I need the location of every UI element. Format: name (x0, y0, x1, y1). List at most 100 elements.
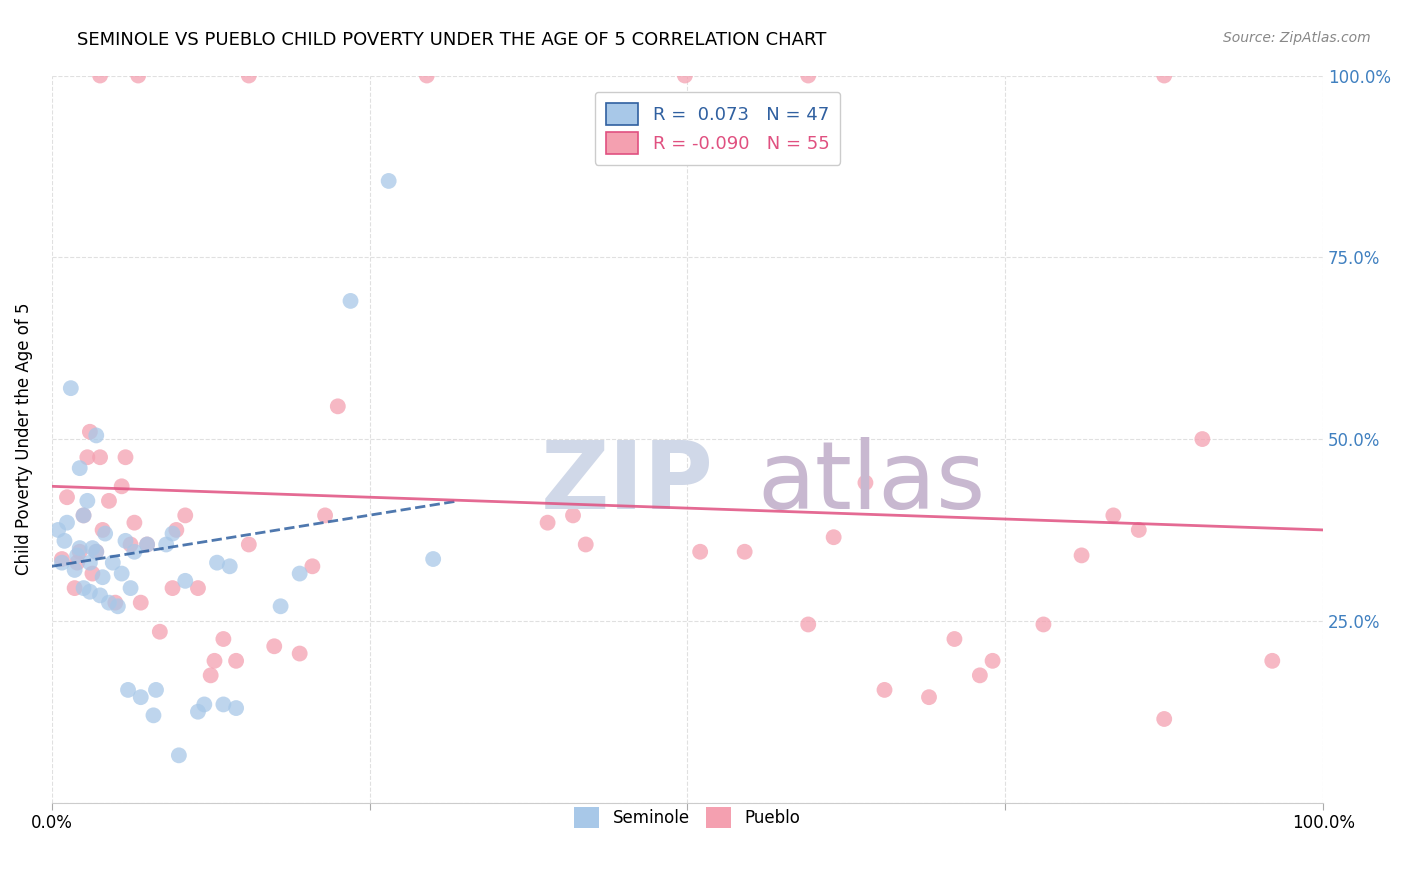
Text: atlas: atlas (758, 437, 986, 529)
Point (76, 450, 98, 465)
Point (129, 690, 152, 705)
Point (1070, 549, 1092, 563)
Point (225, 701, 247, 715)
Point (1191, 432, 1213, 446)
Point (111, 479, 134, 493)
Point (797, 69, 820, 83)
Point (69, 545, 91, 559)
Point (72, 581, 94, 595)
Point (155, 537, 177, 551)
Point (200, 668, 222, 682)
Point (124, 545, 146, 559)
Point (46, 523, 69, 537)
Point (536, 516, 558, 530)
Point (129, 596, 152, 610)
Text: Source: ZipAtlas.com: Source: ZipAtlas.com (1223, 31, 1371, 45)
Point (263, 640, 285, 654)
Point (218, 559, 240, 574)
Point (422, 552, 444, 566)
Y-axis label: Child Poverty Under the Age of 5: Child Poverty Under the Age of 5 (15, 302, 32, 575)
Point (673, 69, 696, 83)
Point (72, 508, 94, 523)
Point (82, 541, 104, 555)
Point (120, 581, 142, 595)
Point (104, 596, 127, 610)
Point (53, 533, 76, 548)
Point (797, 617, 820, 632)
Point (314, 508, 336, 523)
Point (326, 400, 349, 414)
Point (91, 523, 114, 537)
Point (76, 494, 98, 508)
Point (124, 516, 146, 530)
Point (79, 584, 101, 599)
Point (1153, 712, 1175, 726)
Point (89, 69, 111, 83)
Point (142, 708, 165, 723)
Point (212, 632, 235, 646)
Point (575, 537, 598, 551)
Point (238, 69, 260, 83)
Point (82, 566, 104, 581)
Point (63, 563, 86, 577)
Point (69, 541, 91, 555)
Point (51, 552, 73, 566)
Point (1128, 523, 1150, 537)
Point (79, 556, 101, 570)
Point (56, 516, 79, 530)
Point (145, 682, 167, 697)
Point (84, 428, 107, 442)
Point (943, 632, 966, 646)
Point (873, 682, 896, 697)
Point (205, 556, 228, 570)
Point (1102, 508, 1125, 523)
Point (56, 490, 79, 504)
Point (149, 624, 172, 639)
Point (1032, 617, 1054, 632)
Point (734, 545, 756, 559)
Point (111, 566, 134, 581)
Point (136, 537, 159, 551)
Point (187, 581, 209, 595)
Point (339, 293, 361, 308)
Point (89, 588, 111, 602)
Point (66, 556, 89, 570)
Point (91, 570, 114, 584)
Point (101, 556, 124, 570)
Point (117, 682, 139, 697)
Point (69, 461, 91, 475)
Point (84, 545, 107, 559)
Point (823, 530, 845, 544)
Point (969, 668, 991, 682)
Point (288, 566, 311, 581)
Point (174, 508, 197, 523)
Point (238, 537, 260, 551)
Point (204, 654, 226, 668)
Point (162, 526, 184, 541)
Point (187, 705, 209, 719)
Point (301, 559, 323, 574)
Point (162, 581, 184, 595)
Text: ZIP: ZIP (541, 437, 714, 529)
Point (193, 698, 215, 712)
Text: SEMINOLE VS PUEBLO CHILD POVERTY UNDER THE AGE OF 5 CORRELATION CHART: SEMINOLE VS PUEBLO CHILD POVERTY UNDER T… (77, 31, 827, 49)
Point (97, 494, 120, 508)
Point (136, 537, 159, 551)
Point (212, 698, 235, 712)
Point (59, 381, 82, 395)
Point (79, 425, 101, 439)
Point (120, 537, 142, 551)
Point (225, 654, 247, 668)
Point (72, 508, 94, 523)
Point (167, 748, 190, 763)
Point (89, 450, 111, 465)
Point (165, 523, 187, 537)
Point (562, 508, 585, 523)
Point (855, 475, 877, 490)
Point (288, 647, 311, 661)
Point (174, 574, 197, 588)
Point (981, 654, 1004, 668)
Point (107, 599, 129, 614)
Point (416, 69, 439, 83)
Point (689, 545, 711, 559)
